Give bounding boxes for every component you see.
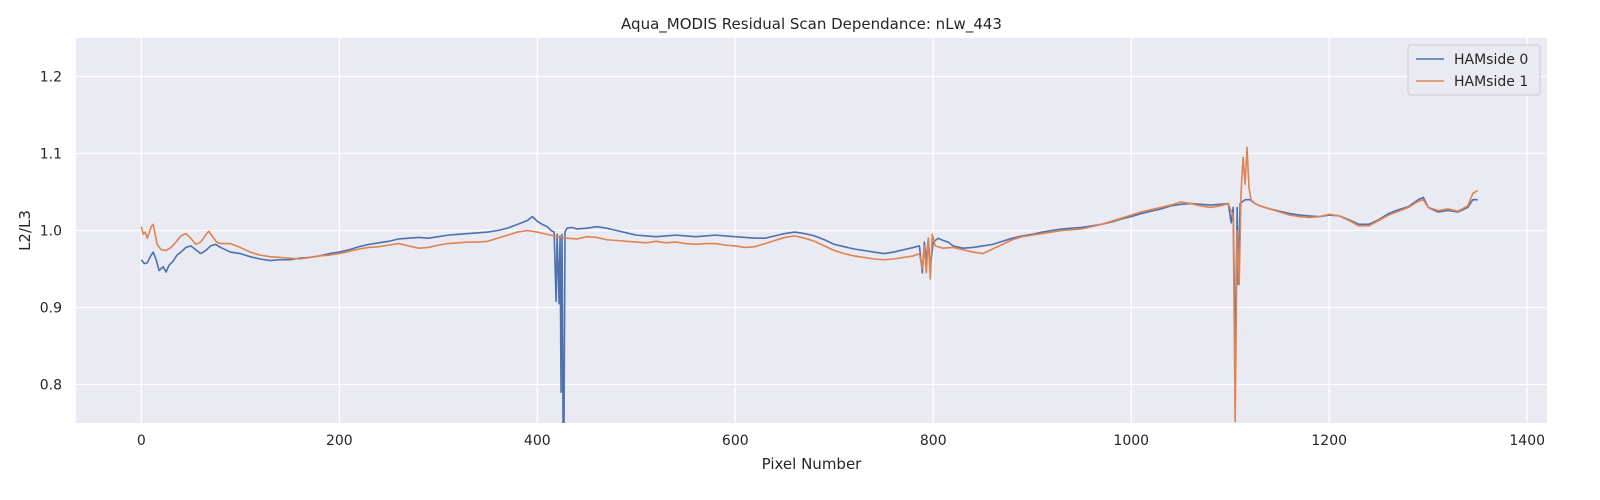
tick-labels: 0 200 400 600 800 1000 1200 1400 0.8 0.9 1.0 1.1 1.2 (40, 70, 1545, 450)
y-tick-label: 0.9 (40, 301, 62, 317)
x-axis-label: Pixel Number (762, 455, 863, 473)
legend: HAMside 0 HAMside 1 (1407, 44, 1541, 96)
x-tick-label: 600 (722, 433, 749, 449)
y-tick-label: 1.0 (40, 224, 62, 240)
chart-title: Aqua_MODIS Residual Scan Dependance: nLw… (621, 15, 1002, 34)
series-layer (140, 146, 1479, 423)
x-tick-label: 1000 (1113, 433, 1149, 449)
x-tick-label: 0 (137, 433, 146, 449)
legend-label-hamside-1: HAMside 1 (1454, 74, 1528, 90)
series-line-1 (140, 146, 1479, 423)
x-tick-label: 200 (326, 433, 353, 449)
y-tick-label: 0.8 (40, 378, 62, 394)
legend-box (1407, 44, 1541, 96)
grid (76, 38, 1547, 423)
x-tick-label: 400 (524, 433, 551, 449)
x-tick-label: 1200 (1311, 433, 1347, 449)
y-tick-label: 1.2 (40, 70, 62, 86)
y-tick-label: 1.1 (40, 147, 62, 163)
y-axis-label: L2/L3 (16, 210, 34, 251)
legend-label-hamside-0: HAMside 0 (1454, 52, 1528, 68)
x-tick-label: 1400 (1509, 433, 1545, 449)
x-tick-label: 800 (920, 433, 947, 449)
